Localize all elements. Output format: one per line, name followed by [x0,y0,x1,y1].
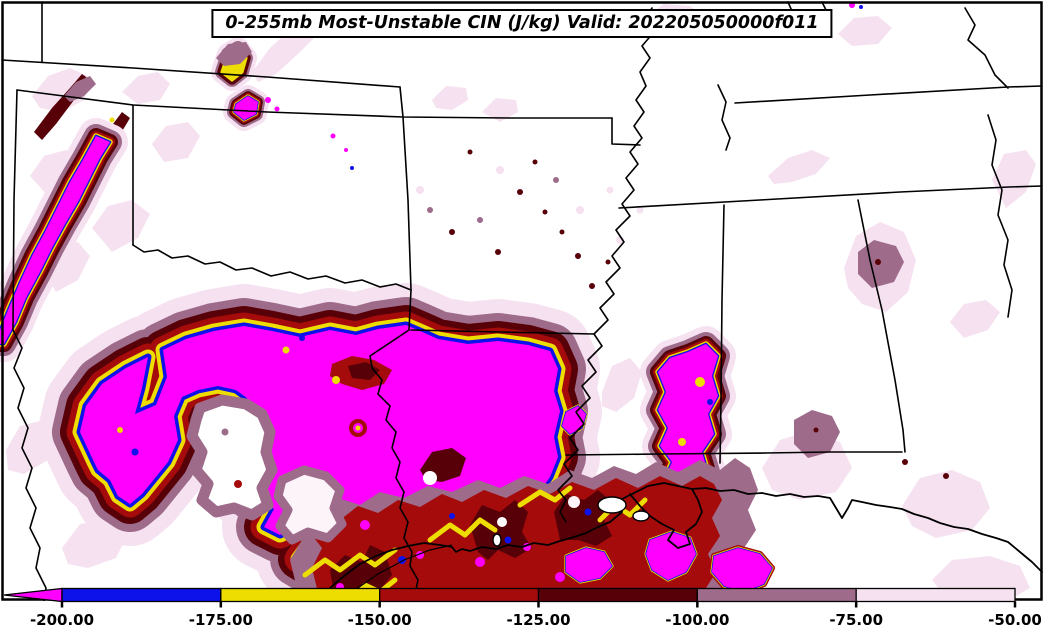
colorbar-segment [379,587,540,603]
cin-map-canvas [0,0,1044,601]
colorbar-extend-arrow [3,587,63,603]
core-inclusions [117,335,392,456]
colorbar-tick-label: -75.00 [829,611,883,629]
colorbar-tick-label: -200.00 [30,611,94,629]
colorbar-tick-label: -50.00 [988,611,1042,629]
colorbar-segment [537,587,698,603]
colorbar-tick-label: -175.00 [189,611,253,629]
colorbar-tick-label: -150.00 [348,611,412,629]
scattered-speckles [216,2,949,479]
state-borders [1,1,1043,601]
colorbar-segment [696,587,857,603]
chart-title-box: 0-255mb Most-Unstable CIN (J/kg) Valid: … [211,9,833,38]
colorbar: -200.00 -175.00 -150.00 -125.00 -100.00 -75.0… [3,587,1042,629]
gulf-coastline [317,482,1043,601]
colorbar-tick-label: -100.00 [665,611,729,629]
colorbar-tick-label: -125.00 [506,611,570,629]
colorbar-segment [855,587,1016,603]
colorbar-segment [220,587,381,603]
chart-title: 0-255mb Most-Unstable CIN (J/kg) Valid: … [225,13,819,33]
central-texas-hole [186,394,347,545]
colorbar-segment [61,587,222,603]
